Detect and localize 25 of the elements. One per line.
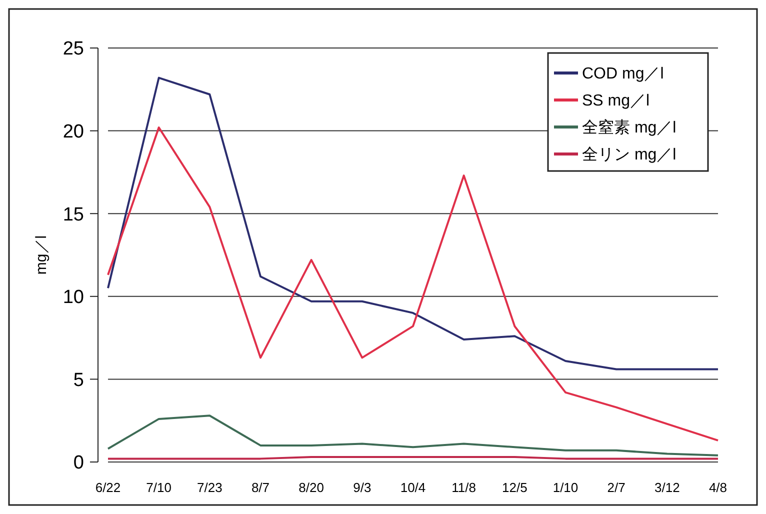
legend-label: SS mg／l (582, 92, 650, 110)
x-tick-label: 8/7 (251, 480, 270, 495)
y-tick-label: 0 (73, 452, 84, 474)
y-tick-label: 10 (62, 287, 84, 308)
y-tick-label: 25 (62, 38, 84, 60)
x-tick-label: 8/20 (298, 480, 324, 495)
x-tick-label: 2/7 (607, 480, 626, 495)
x-tick-label: 7/10 (146, 480, 172, 495)
y-tick-label: 5 (73, 370, 84, 391)
x-tick-label: 7/23 (197, 480, 222, 495)
legend-label: 全窒素 mg／l (582, 118, 676, 137)
y-axis-title: mg／l (33, 235, 50, 275)
x-tick-label: 3/12 (654, 480, 680, 495)
x-tick-label: 6/22 (95, 480, 121, 495)
x-tick-label: 10/4 (400, 480, 426, 495)
x-tick-label: 11/8 (452, 480, 476, 495)
legend-label: COD mg／l (582, 66, 664, 83)
line-series (107, 414, 719, 456)
x-tick-label: 9/3 (353, 480, 372, 495)
y-tick-label: 15 (62, 204, 84, 226)
x-tick-label: 4/8 (708, 480, 728, 495)
x-tick-label: 12/5 (502, 480, 528, 495)
y-tick-label: 20 (62, 121, 84, 142)
legend-label: 全リン mg／l (582, 146, 676, 164)
x-tick-label: 1/10 (552, 480, 578, 495)
